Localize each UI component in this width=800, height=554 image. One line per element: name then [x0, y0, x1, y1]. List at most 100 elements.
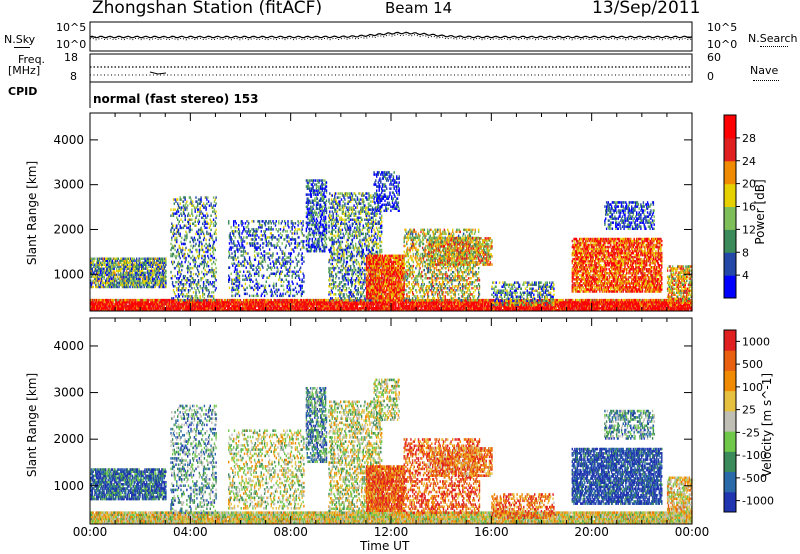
echo-cell	[225, 300, 227, 304]
echo-cell	[253, 309, 255, 312]
echo-cell	[446, 309, 448, 312]
echo-cell	[96, 302, 99, 306]
echo-cell	[337, 309, 339, 312]
echo-cell	[252, 309, 254, 312]
echo-cell	[180, 298, 182, 302]
echo-cell	[179, 307, 181, 310]
echo-cell	[309, 309, 312, 312]
echo-cell	[463, 302, 466, 306]
echo-cell	[333, 302, 335, 306]
echo-cell	[539, 307, 541, 310]
echo-cell	[589, 302, 591, 306]
echo-cell	[192, 305, 195, 308]
echo-cell	[388, 302, 390, 306]
echo-cell	[343, 300, 345, 304]
echo-cell	[580, 309, 582, 312]
echo-cell	[217, 298, 219, 302]
echo-cell	[360, 298, 362, 302]
echo-cell	[123, 307, 125, 310]
echo-cell	[154, 305, 156, 308]
echo-cell	[429, 305, 431, 308]
echo-cell	[320, 305, 323, 308]
echo-cell	[126, 300, 129, 304]
echo-cell	[468, 305, 471, 308]
echo-cell	[155, 300, 157, 304]
echo-cell	[293, 298, 295, 302]
echo-cell	[470, 305, 472, 308]
echo-cell	[376, 309, 379, 312]
echo-cell	[160, 302, 162, 306]
echo-cell	[113, 302, 115, 306]
echo-cell	[389, 305, 391, 308]
echo-cell	[316, 300, 318, 304]
echo-cell	[129, 309, 131, 312]
echo-cell	[255, 300, 257, 304]
echo-cell	[284, 307, 286, 310]
echo-cell	[268, 302, 270, 306]
echo-cell	[445, 302, 447, 306]
echo-cell	[327, 305, 329, 308]
echo-cell	[186, 298, 188, 302]
echo-cell	[225, 309, 227, 312]
echo-cell	[562, 300, 564, 304]
echo-cell	[241, 300, 243, 304]
echo-cell	[489, 309, 492, 312]
echo-cell	[554, 302, 556, 306]
echo-cell	[95, 298, 98, 302]
echo-cell	[216, 307, 218, 310]
echo-cell	[171, 274, 174, 278]
echo-cell	[234, 307, 236, 310]
echo-cell	[212, 302, 215, 306]
echo-cell	[473, 298, 476, 302]
echo-cell	[167, 302, 170, 306]
echo-cell	[331, 307, 333, 310]
echo-cell	[538, 300, 540, 304]
echo-cell	[141, 302, 144, 306]
echo-cell	[109, 298, 111, 302]
echo-cell	[227, 309, 229, 312]
echo-cell	[266, 302, 268, 306]
echo-cell	[218, 298, 221, 302]
echo-cell	[106, 302, 109, 306]
echo-cell	[292, 302, 294, 306]
echo-cell	[491, 298, 493, 302]
echo-cell	[368, 302, 370, 306]
echo-cell	[467, 307, 470, 310]
echo-cell	[329, 309, 331, 312]
echo-cell	[166, 307, 169, 310]
echo-cell	[495, 309, 497, 312]
echo-cell	[171, 300, 173, 304]
echo-cell	[372, 309, 374, 312]
echo-cell	[438, 298, 441, 302]
echo-cell	[381, 298, 383, 302]
echo-cell	[585, 307, 587, 310]
echo-cell	[494, 305, 497, 308]
echo-cell	[319, 307, 322, 310]
echo-cell	[384, 305, 386, 308]
echo-cell	[521, 307, 523, 310]
echo-cell	[471, 307, 473, 310]
echo-cell	[596, 302, 599, 306]
echo-cell	[258, 307, 260, 310]
echo-cell	[213, 302, 216, 306]
echo-cell	[277, 309, 279, 312]
echo-cell	[156, 302, 159, 306]
echo-cell	[274, 300, 277, 304]
echo-cell	[595, 302, 598, 306]
echo-cell	[558, 302, 560, 306]
echo-cell	[442, 300, 444, 304]
echo-cell	[136, 302, 139, 306]
echo-cell	[185, 309, 187, 312]
echo-cell	[146, 305, 148, 308]
echo-cell	[236, 307, 238, 310]
echo-cell	[589, 298, 591, 302]
echo-cell	[507, 305, 509, 308]
echo-cell	[261, 309, 263, 312]
echo-cell	[424, 305, 426, 308]
echo-cell	[464, 298, 466, 302]
echo-cell	[180, 198, 182, 201]
echo-cell	[585, 300, 588, 304]
echo-cell	[160, 300, 162, 304]
echo-cell	[247, 305, 249, 308]
echo-cell	[207, 307, 209, 310]
